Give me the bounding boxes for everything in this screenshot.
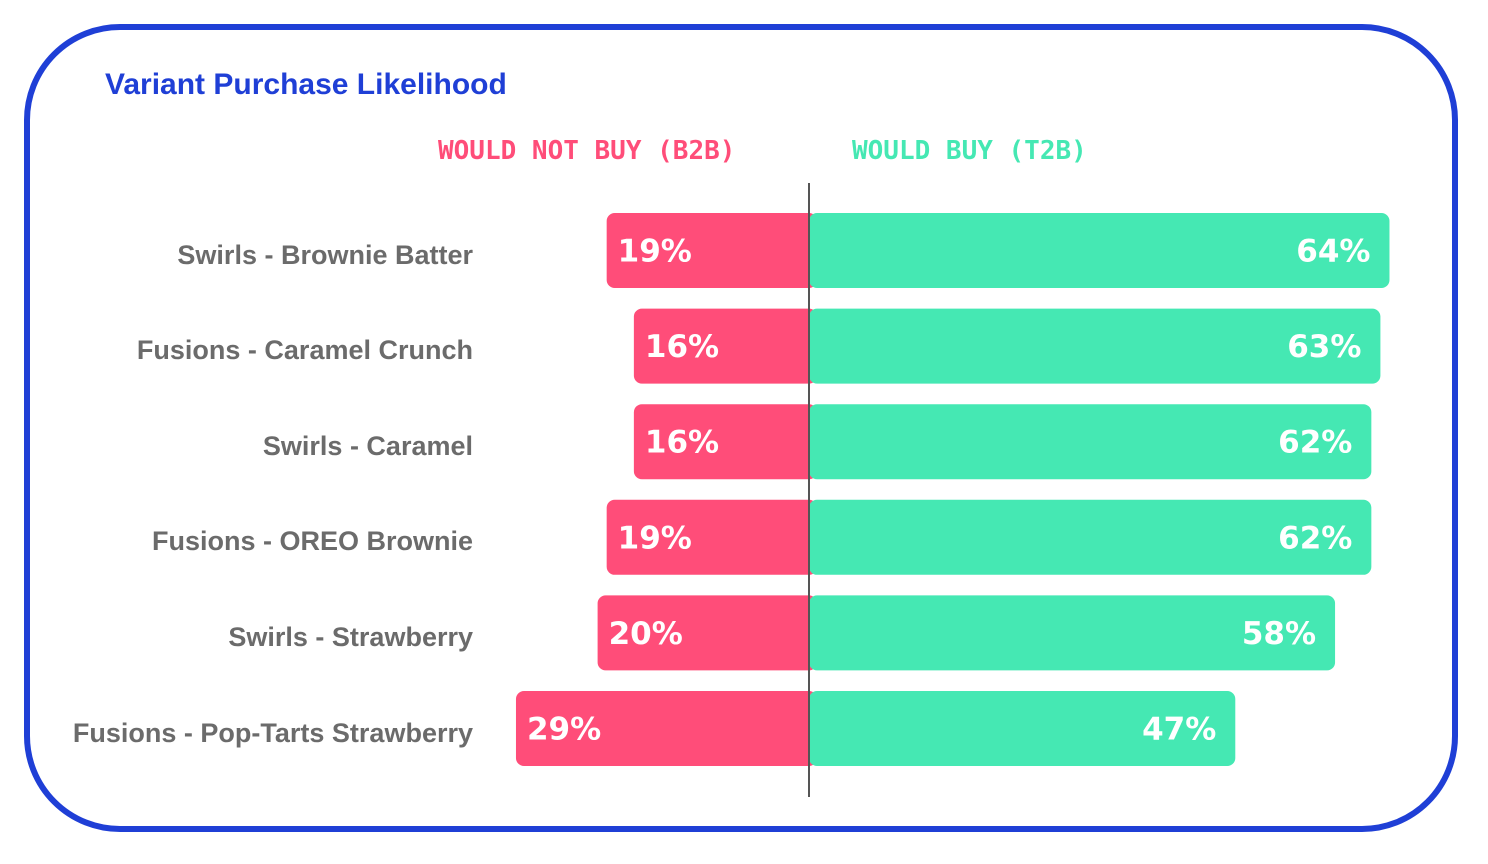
bar-would-not-buy <box>597 595 817 671</box>
category-label: Swirls - Brownie Batter <box>177 239 473 270</box>
bar-would-not-buy <box>633 308 817 384</box>
value-label-would-buy: 62% <box>1278 425 1352 461</box>
legend-would-not-buy: WOULD NOT BUY (B2B) <box>438 136 736 166</box>
category-label: Fusions - Pop-Tarts Strawberry <box>72 717 473 748</box>
value-label-would-not-buy: 20% <box>609 616 683 652</box>
bar-would-buy <box>809 404 1372 480</box>
value-label-would-not-buy: 16% <box>645 329 719 365</box>
value-label-would-buy: 62% <box>1278 520 1352 556</box>
value-label-would-buy: 64% <box>1296 234 1370 270</box>
value-label-would-buy: 47% <box>1142 712 1216 748</box>
bar-would-buy <box>809 308 1381 384</box>
bar-would-buy <box>809 213 1390 288</box>
value-label-would-not-buy: 16% <box>645 425 719 461</box>
bar-would-buy <box>809 691 1236 766</box>
bar-would-not-buy <box>515 691 817 766</box>
bar-would-buy <box>809 595 1336 671</box>
value-label-would-not-buy: 29% <box>527 712 601 748</box>
value-label-would-not-buy: 19% <box>618 234 692 270</box>
value-label-would-not-buy: 19% <box>618 520 692 556</box>
bar-would-not-buy <box>606 499 817 575</box>
bar-would-not-buy <box>606 213 817 288</box>
category-label: Swirls - Caramel <box>262 430 473 461</box>
bar-would-buy <box>809 499 1372 575</box>
value-label-would-buy: 63% <box>1287 329 1361 365</box>
bar-would-not-buy <box>633 404 817 480</box>
legend-would-buy: WOULD BUY (T2B) <box>852 136 1087 166</box>
category-label: Swirls - Strawberry <box>228 621 473 652</box>
category-label: Fusions - Caramel Crunch <box>136 335 473 366</box>
value-label-would-buy: 58% <box>1242 616 1316 652</box>
category-label: Fusions - OREO Brownie <box>151 526 473 557</box>
chart-title: Variant Purchase Likelihood <box>105 68 507 101</box>
